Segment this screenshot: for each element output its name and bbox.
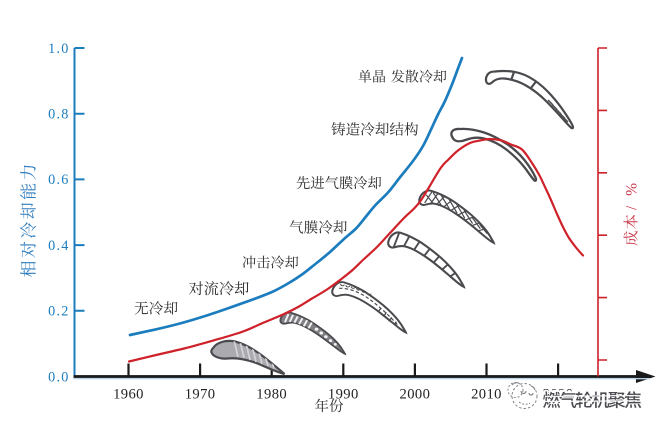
svg-text:1980: 1980 <box>256 386 287 402</box>
svg-text:2000: 2000 <box>400 386 431 402</box>
svg-text:1990: 1990 <box>328 386 359 402</box>
svg-text:0.2: 0.2 <box>48 304 69 320</box>
svg-text:0.4: 0.4 <box>48 238 69 254</box>
svg-text:0.8: 0.8 <box>48 107 69 123</box>
svg-text:0.0: 0.0 <box>48 369 69 385</box>
svg-text:/ %: / % <box>624 180 641 210</box>
svg-text:0.6: 0.6 <box>48 172 69 188</box>
svg-text:2010: 2010 <box>471 386 502 402</box>
svg-text:1960: 1960 <box>113 386 144 402</box>
svg-text:1970: 1970 <box>185 386 216 402</box>
svg-text:1.0: 1.0 <box>48 41 69 57</box>
